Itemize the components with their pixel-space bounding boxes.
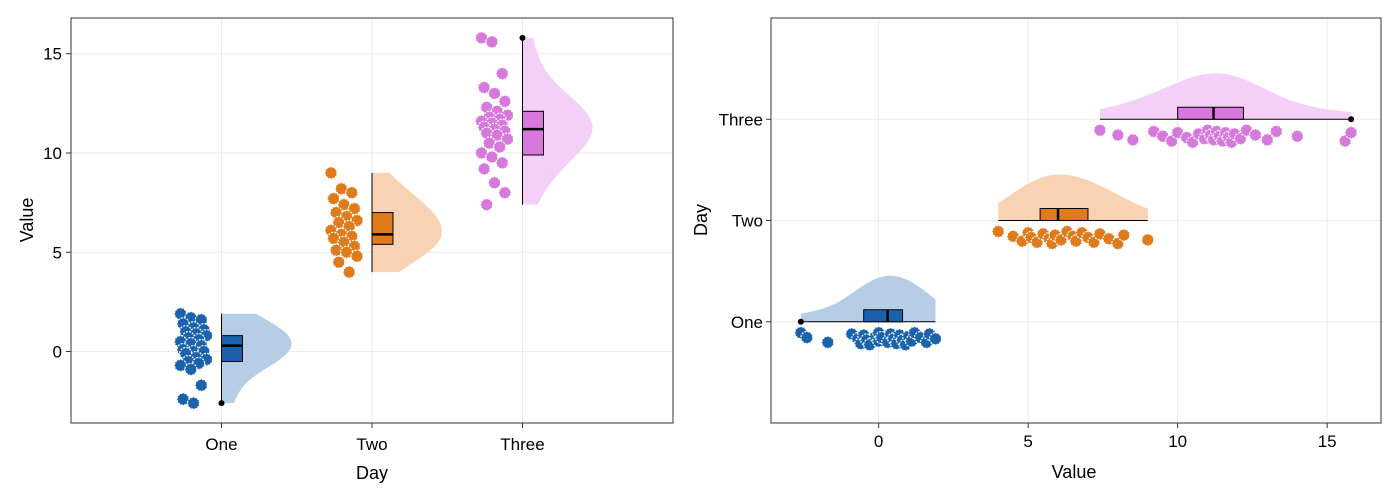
series-one xyxy=(173,307,292,410)
data-point xyxy=(1269,124,1283,139)
right-x-axis-title: Value xyxy=(1052,462,1097,482)
data-point xyxy=(324,166,338,180)
data-point xyxy=(500,132,515,146)
data-point xyxy=(821,335,835,349)
data-point xyxy=(485,35,499,49)
category-tick-label: Three xyxy=(500,435,544,454)
data-point xyxy=(327,231,341,245)
right-tick-labels: 0 5 10 15 One Two Three xyxy=(719,110,1337,451)
series-one xyxy=(794,275,943,352)
outlier-three xyxy=(519,34,526,41)
box-one xyxy=(221,335,243,362)
data-point xyxy=(342,219,356,234)
data-point xyxy=(485,150,499,164)
density-two xyxy=(372,172,442,273)
value-tick-label: 5 xyxy=(53,243,62,262)
value-tick-label: 5 xyxy=(1023,432,1032,451)
category-tick-label: Two xyxy=(356,435,387,454)
left-y-axis-title: Value xyxy=(17,198,37,243)
series-two xyxy=(324,166,442,279)
box-two xyxy=(1039,208,1089,221)
data-point xyxy=(334,182,348,196)
value-tick-label: 0 xyxy=(53,343,62,362)
data-point xyxy=(1344,126,1358,140)
data-point xyxy=(474,31,489,45)
right-marks xyxy=(794,73,1358,352)
box-two xyxy=(371,212,394,245)
data-point xyxy=(498,186,512,200)
value-tick-label: 10 xyxy=(43,144,62,163)
data-point xyxy=(477,80,491,95)
data-point xyxy=(495,66,509,81)
box-one xyxy=(863,309,904,323)
left-tick-labels: 0 5 10 15 One Two Three xyxy=(43,45,545,454)
density-three xyxy=(1099,73,1352,120)
data-point xyxy=(928,332,943,346)
box-three xyxy=(1177,106,1244,120)
data-point xyxy=(194,313,208,327)
outlier-one xyxy=(797,318,804,325)
right-panel: 0 5 10 15 One Two Three Value Day xyxy=(691,17,1382,482)
data-point xyxy=(1141,233,1155,247)
category-tick-label: One xyxy=(731,313,763,332)
data-point xyxy=(176,392,190,406)
outlier-one xyxy=(218,400,225,407)
left-panel: 0 5 10 15 One Two Three Day Value xyxy=(17,17,674,483)
data-point xyxy=(184,362,198,376)
data-point xyxy=(1248,128,1263,142)
data-point xyxy=(340,245,354,259)
data-point xyxy=(1093,123,1107,137)
data-point xyxy=(991,224,1005,239)
data-point xyxy=(350,249,364,263)
data-point xyxy=(173,358,188,373)
data-point xyxy=(194,378,208,392)
data-point xyxy=(800,330,814,345)
left-x-axis-title: Day xyxy=(356,463,388,483)
category-tick-label: Three xyxy=(719,110,763,129)
data-point xyxy=(347,201,361,216)
series-two xyxy=(991,174,1155,251)
data-point xyxy=(345,186,359,200)
data-point xyxy=(487,86,502,101)
value-tick-label: 0 xyxy=(874,432,883,451)
data-point xyxy=(342,265,356,279)
data-point xyxy=(493,140,507,154)
data-point xyxy=(186,396,201,410)
box-three xyxy=(522,110,544,156)
value-tick-label: 10 xyxy=(1168,432,1187,451)
right-y-axis-title: Day xyxy=(691,204,711,236)
data-point xyxy=(1260,133,1274,147)
data-point xyxy=(480,198,494,212)
data-point xyxy=(495,156,509,170)
data-point xyxy=(1126,133,1140,147)
value-tick-label: 15 xyxy=(43,45,62,64)
data-point xyxy=(482,136,496,150)
data-point xyxy=(1117,228,1131,242)
data-point xyxy=(1111,128,1125,142)
data-point xyxy=(1290,129,1304,143)
data-point xyxy=(474,146,489,160)
density-two xyxy=(998,174,1148,221)
data-point xyxy=(327,192,341,206)
series-three xyxy=(474,31,593,212)
data-point xyxy=(477,162,491,176)
series-three xyxy=(1093,73,1358,149)
outlier-three xyxy=(1348,116,1355,123)
left-marks xyxy=(173,31,593,410)
density-three xyxy=(522,37,593,205)
data-point xyxy=(332,255,346,269)
category-tick-label: One xyxy=(205,435,237,454)
data-point xyxy=(487,176,502,190)
category-tick-label: Two xyxy=(732,212,763,231)
data-point xyxy=(498,94,512,108)
value-tick-label: 15 xyxy=(1318,432,1337,451)
